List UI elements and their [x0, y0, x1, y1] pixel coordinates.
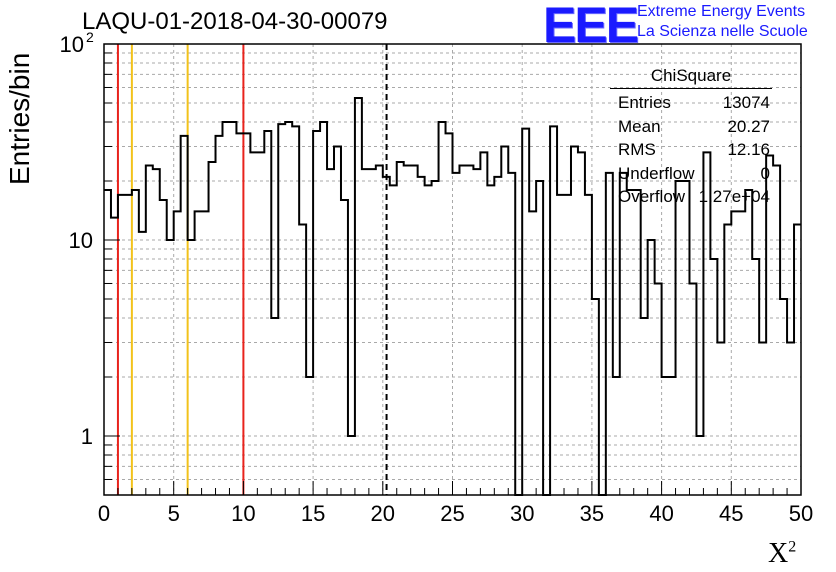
reference-lines [116, 44, 388, 495]
x-tick-label: 20 [371, 501, 395, 526]
logo-line-2: La Scienza nelle Scuole [637, 23, 808, 40]
stats-key: Entries [618, 93, 671, 112]
y-tick-label: 10 [69, 228, 93, 253]
x-tick-label: 35 [580, 501, 604, 526]
stats-key: Underflow [618, 163, 695, 183]
stats-value: 1.27e+04 [698, 187, 770, 206]
logo-line-1: Extreme Energy Events [637, 3, 806, 20]
histogram-bins [104, 97, 801, 496]
x-axis-label-sup: 2 [788, 538, 797, 556]
eee-logo-mark: EEE [543, 0, 639, 53]
x-tick-label: 15 [301, 501, 325, 526]
y-axis-label: Entries/bin [4, 52, 35, 185]
y-tick-label: 1 [81, 424, 93, 449]
x-tick-label: 10 [231, 501, 255, 526]
stats-value: 20.27 [727, 116, 770, 136]
chart-title: LAQU-01-2018-04-30-00079 [82, 8, 388, 35]
y-tick-label-sup: 2 [86, 29, 94, 45]
x-tick-label: 40 [649, 501, 673, 526]
stats-value: 13074 [722, 93, 770, 112]
stats-box: ChiSquare Entries 13074 Mean 20.27 RMS 1… [610, 66, 772, 209]
x-axis-label-main: X [768, 538, 789, 569]
histogram-outline [104, 97, 801, 496]
stats-value: 12.16 [727, 140, 770, 159]
stats-row-underflow: Underflow 0 [610, 162, 772, 186]
x-tick-label: 0 [98, 501, 110, 526]
x-tick-label: 5 [168, 501, 180, 526]
x-tick-label: 25 [440, 501, 464, 526]
stats-row-entries: Entries 13074 [610, 91, 772, 115]
stats-title: ChiSquare [610, 66, 772, 89]
x-tick-label: 30 [510, 501, 534, 526]
stats-key: Mean [618, 116, 661, 136]
x-tick-label: 45 [719, 501, 743, 526]
stats-key: Overflow [618, 187, 686, 206]
stats-row-rms: RMS 12.16 [610, 138, 772, 162]
stats-row-mean: Mean 20.27 [610, 115, 772, 139]
stats-value: 0 [760, 163, 770, 183]
stats-key: RMS [618, 140, 656, 159]
x-axis-label: X2 [768, 538, 796, 570]
stats-row-overflow: Overflow 1.27e+04 [610, 185, 772, 209]
y-tick-label: 10 [60, 32, 84, 57]
x-tick-label: 50 [789, 501, 813, 526]
